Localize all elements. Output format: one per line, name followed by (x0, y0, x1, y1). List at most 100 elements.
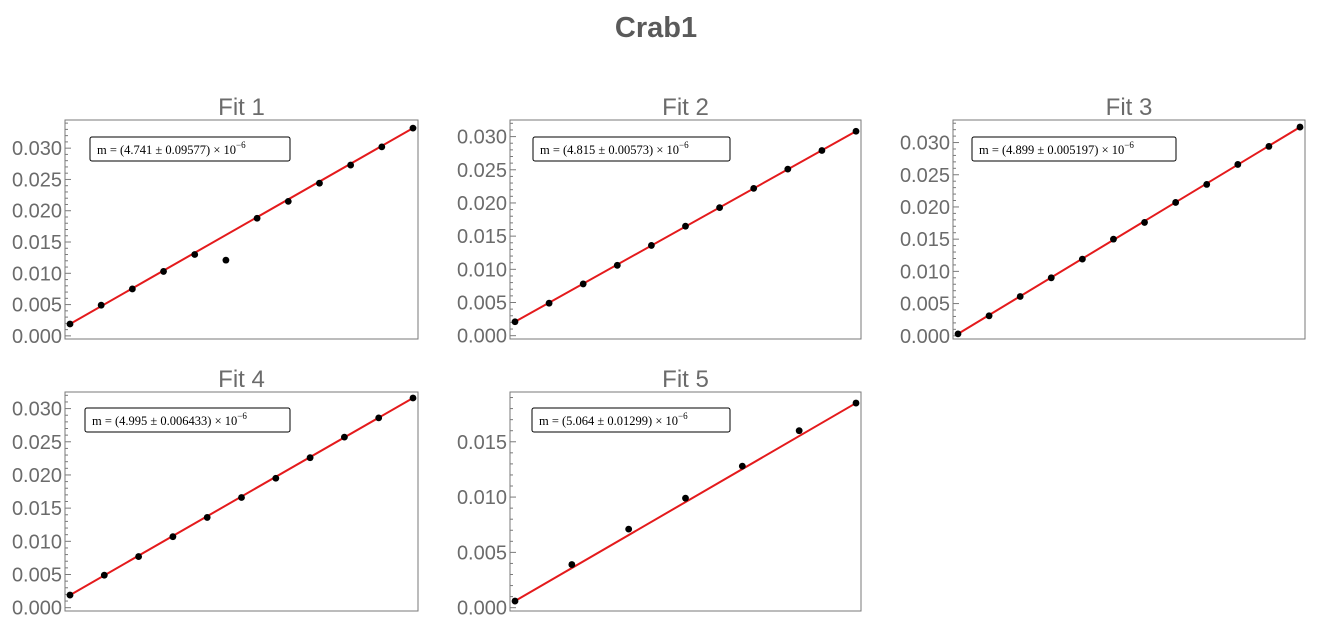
data-point (511, 318, 519, 326)
data-point (784, 165, 792, 173)
data-point (1047, 274, 1055, 282)
panel-title: Fit 1 (218, 94, 265, 121)
y-tick-label: 0.000 (457, 326, 507, 348)
data-point (1016, 293, 1024, 300)
data-point (203, 514, 211, 521)
plot-frame (509, 391, 862, 612)
y-tick-label: 0.005 (12, 565, 62, 587)
plot-panel-3: Fit 3 0.000 0.005 0.010 0.015 0.020 0.025 0.030… (900, 94, 1306, 348)
data-point (316, 179, 323, 187)
slope-annotation: m = (4.995 ± 0.006433) × 10−6 (92, 411, 247, 428)
y-tick-label: 0.005 (12, 295, 62, 317)
y-tick-label: 0.010 (12, 263, 62, 285)
y-tick-label: 0.030 (12, 138, 62, 160)
slope-annotation-box (89, 136, 291, 162)
data-point (613, 261, 621, 269)
slope-annotation: m = (4.815 ± 0.00573) × 10−6 (540, 140, 689, 157)
data-point (169, 533, 177, 541)
y-tick-label: 0.025 (900, 165, 950, 187)
data-point (750, 184, 758, 192)
data-point (1234, 161, 1242, 168)
slope-annotation: m = (4.741 ± 0.09577) × 10−6 (97, 140, 246, 157)
y-tick-label: 0.025 (12, 432, 62, 454)
y-tick-label: 0.030 (900, 133, 950, 155)
data-point (568, 561, 576, 568)
slope-annotation: m = (4.899 ± 0.005197) × 10−6 (979, 140, 1134, 157)
data-point (378, 143, 386, 151)
data-point (818, 147, 826, 154)
y-tick-label: 0.010 (900, 261, 950, 283)
slope-annotation-box (532, 136, 731, 162)
y-tick-label: 0.005 (457, 293, 507, 315)
data-point (738, 462, 746, 470)
data-point (128, 285, 136, 293)
data-point (238, 494, 245, 501)
y-tick-label: 0.005 (457, 542, 507, 564)
data-point (985, 312, 993, 320)
data-point (341, 433, 348, 441)
panel-title: Fit 3 (1106, 94, 1153, 121)
plot-panel-4: Fit 4 0.000 0.005 0.010 0.015 0.020 0.025 0.030… (12, 366, 419, 620)
slope-annotation-box (971, 136, 1177, 162)
data-point (545, 299, 553, 307)
y-tick-label: 0.000 (12, 326, 62, 348)
y-tick-label: 0.015 (457, 432, 507, 454)
data-point (511, 597, 519, 605)
slope-annotation-box (84, 407, 291, 433)
plot-panel-2: Fit 2 0.000 0.005 0.010 0.015 0.020 0.025 0.030… (457, 94, 862, 348)
y-tick-label: 0.010 (457, 259, 507, 281)
data-point (954, 330, 962, 338)
y-tick-label: 0.025 (12, 169, 62, 191)
data-point (97, 301, 105, 309)
data-point (306, 454, 314, 462)
data-point (682, 222, 689, 230)
data-point (253, 214, 261, 222)
y-tick-label: 0.020 (457, 193, 507, 215)
data-point (1265, 143, 1273, 150)
data-point (1078, 255, 1086, 263)
y-tick-label: 0.000 (457, 598, 507, 620)
y-tick-label: 0.000 (900, 326, 950, 348)
data-point (625, 525, 633, 533)
data-point (347, 161, 355, 169)
y-tick-label: 0.025 (457, 160, 507, 182)
y-tick-label: 0.020 (12, 465, 62, 487)
y-tick-label: 0.015 (12, 498, 62, 520)
data-point (375, 414, 383, 422)
data-point (160, 268, 167, 275)
data-point (716, 204, 723, 212)
data-point (1203, 181, 1211, 188)
y-tick-label: 0.015 (900, 229, 950, 251)
y-tick-label: 0.015 (12, 232, 62, 254)
y-tick-label: 0.030 (12, 399, 62, 421)
y-tick-label: 0.010 (12, 531, 62, 553)
data-point (682, 494, 689, 502)
data-point (409, 394, 417, 402)
data-point (135, 553, 143, 560)
slope-annotation-box (531, 407, 731, 433)
figure-title: Crab1 (614, 12, 698, 44)
data-point (579, 280, 587, 288)
data-point (100, 571, 108, 579)
data-point (222, 256, 230, 264)
plot-frame (952, 119, 1306, 340)
data-point (1110, 235, 1117, 243)
panel-title: Fit 2 (662, 94, 709, 121)
data-point (191, 251, 199, 258)
plot-panel-1: Fit 1 0.000 0.005 0.010 0.015 0.020 0.025 0.030… (12, 94, 419, 348)
y-tick-label: 0.005 (900, 294, 950, 316)
y-tick-label: 0.015 (457, 226, 507, 248)
fit-line (514, 402, 857, 602)
data-point (1141, 219, 1148, 226)
data-point (66, 320, 74, 328)
fit-line (957, 126, 1301, 335)
data-point (852, 127, 860, 135)
data-point (66, 591, 74, 599)
y-tick-label: 0.000 (12, 598, 62, 620)
data-point (1172, 199, 1180, 206)
data-point (409, 124, 417, 132)
data-point (272, 474, 280, 482)
slope-annotation: m = (5.064 ± 0.01299) × 10−6 (539, 411, 688, 428)
data-point (795, 427, 803, 435)
